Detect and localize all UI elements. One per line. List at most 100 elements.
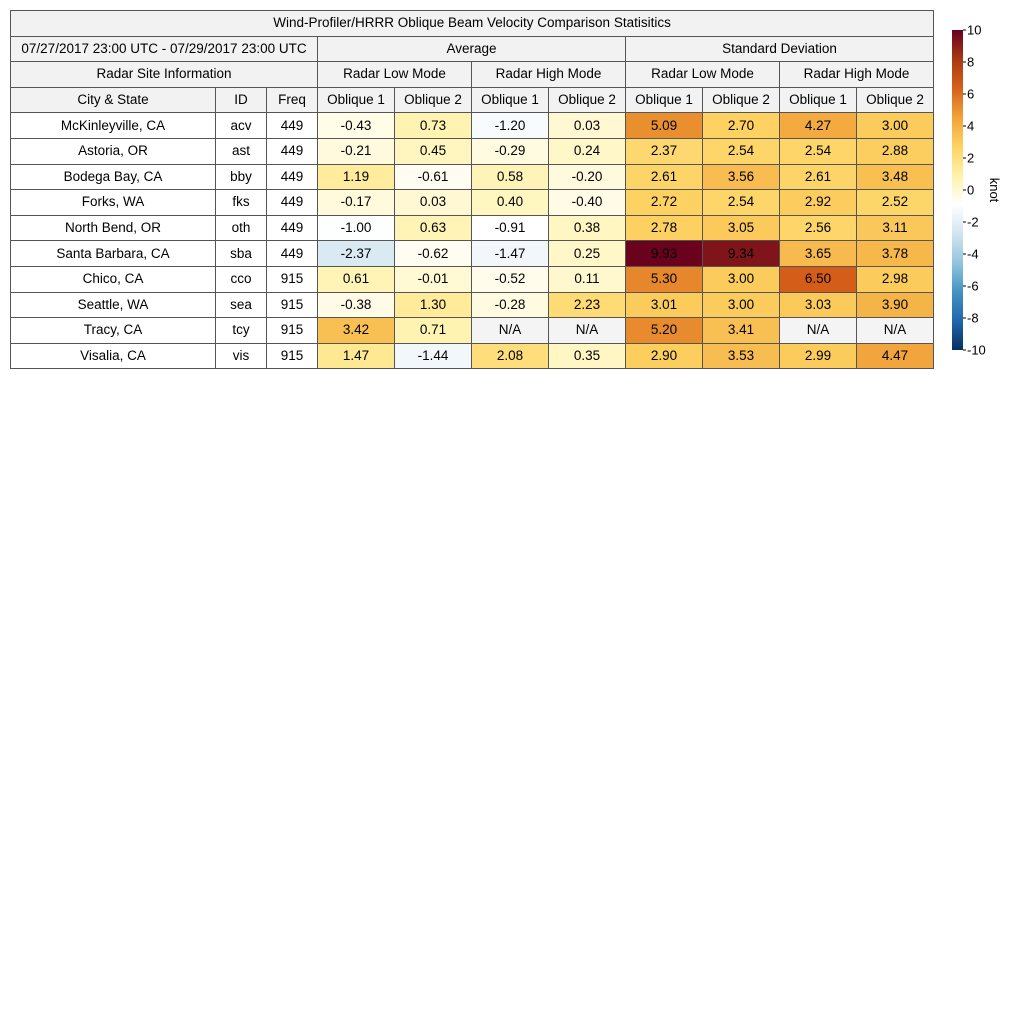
value-cell: 2.92 [779, 189, 857, 216]
value-cell: 3.03 [779, 291, 857, 319]
colorbar-tick-label: -2 [967, 215, 979, 230]
city-cell: Chico, CA [10, 265, 216, 293]
city-cell: Seattle, WA [10, 291, 216, 319]
city-cell: McKinleyville, CA [10, 112, 216, 139]
city-cell: Santa Barbara, CA [10, 240, 216, 267]
value-cell: -0.28 [471, 291, 549, 319]
table-row: Seattle, WA sea 915 -0.38 1.30 -0.28 2.23 3.01 3… [10, 291, 935, 319]
value-cell: -0.61 [394, 163, 472, 191]
freq-cell: 449 [266, 240, 318, 267]
value-cell: 0.58 [471, 163, 549, 191]
id-cell: acv [215, 112, 267, 139]
freq-cell: 449 [266, 112, 318, 139]
value-cell: 2.52 [855, 189, 935, 216]
value-cell: 3.78 [855, 240, 935, 267]
std-high-mode-header: Radar High Mode [778, 61, 935, 88]
oblique2-column-header: Oblique 2 [394, 86, 472, 114]
value-cell: 0.40 [471, 189, 549, 216]
value-cell: 0.61 [317, 265, 395, 293]
value-cell: 2.37 [625, 137, 703, 165]
colorbar: 10 8 6 4 2 0 -2 -4 -6 -8 -10 knot [952, 23, 1002, 358]
value-cell: 2.61 [779, 163, 857, 191]
value-cell: 2.08 [471, 342, 549, 370]
value-cell: 2.54 [779, 137, 857, 165]
std-dev-header: Standard Deviation [624, 35, 935, 63]
city-cell: Bodega Bay, CA [10, 163, 216, 191]
stats-table: Wind-Profiler/HRRR Oblique Beam Velocity… [9, 10, 935, 370]
value-cell: 1.30 [394, 291, 472, 319]
value-cell: 2.99 [779, 342, 857, 370]
oblique1-column-header: Oblique 1 [625, 86, 703, 114]
value-cell: 4.47 [855, 342, 935, 370]
value-cell: 2.88 [855, 137, 935, 165]
table-row: Visalia, CA vis 915 1.47 -1.44 2.08 0.35 2.90 3.… [10, 342, 935, 370]
value-cell: 2.70 [702, 112, 780, 139]
value-cell: -0.40 [548, 189, 626, 216]
avg-high-mode-header: Radar High Mode [471, 61, 626, 88]
value-cell: 0.11 [548, 265, 626, 293]
colorbar-tick-label: -6 [967, 279, 979, 294]
city-cell: North Bend, OR [10, 214, 216, 242]
id-cell: vis [215, 342, 267, 370]
id-cell: sba [215, 240, 267, 267]
table-row: Bodega Bay, CA bby 449 1.19 -0.61 0.58 -0.20 2.… [10, 163, 935, 191]
value-cell: 3.41 [702, 317, 780, 344]
oblique1-column-header: Oblique 1 [317, 86, 395, 114]
value-cell: N/A [471, 317, 549, 344]
date-range: 07/27/2017 23:00 UTC - 07/29/2017 23:00 … [10, 35, 318, 63]
freq-cell: 915 [266, 342, 318, 370]
value-cell: 2.78 [625, 214, 703, 242]
value-cell: 3.11 [855, 214, 935, 242]
value-cell: 5.30 [625, 265, 703, 293]
colorbar-ticks: 10 8 6 4 2 0 -2 -4 -6 -8 -10 [963, 23, 986, 358]
freq-cell: 915 [266, 317, 318, 344]
oblique2-column-header: Oblique 2 [548, 86, 626, 114]
id-cell: sea [215, 291, 267, 319]
colorbar-label: knot [987, 178, 1002, 203]
table-row: North Bend, OR oth 449 -1.00 0.63 -0.91 0.38 2.… [10, 214, 935, 242]
value-cell: 3.42 [317, 317, 395, 344]
value-cell: 0.35 [548, 342, 626, 370]
id-cell: ast [215, 137, 267, 165]
value-cell: -2.37 [317, 240, 395, 267]
table-title: Wind-Profiler/HRRR Oblique Beam Velocity… [9, 10, 935, 37]
value-cell: 3.00 [702, 291, 780, 319]
value-cell: -1.44 [394, 342, 472, 370]
value-cell: 1.47 [317, 342, 395, 370]
colorbar-tick-label: 4 [967, 119, 974, 134]
oblique2-column-header: Oblique 2 [855, 86, 935, 114]
value-cell: -0.62 [394, 240, 472, 267]
value-cell: 2.56 [779, 214, 857, 242]
value-cell: 3.65 [779, 240, 857, 267]
oblique1-column-header: Oblique 1 [471, 86, 549, 114]
avg-low-mode-header: Radar Low Mode [317, 61, 472, 88]
value-cell: 0.24 [548, 137, 626, 165]
value-cell: 3.05 [702, 214, 780, 242]
city-column-header: City & State [10, 86, 216, 114]
value-cell: -0.17 [317, 189, 395, 216]
city-cell: Tracy, CA [10, 317, 216, 344]
table-row: Forks, WA fks 449 -0.17 0.03 0.40 -0.40 2.72 2.5… [10, 189, 935, 216]
value-cell: 2.98 [855, 265, 935, 293]
colorbar-tick-label: -8 [967, 311, 979, 326]
value-cell: 2.72 [625, 189, 703, 216]
city-cell: Forks, WA [10, 189, 216, 216]
table-body: McKinleyville, CA acv 449 -0.43 0.73 -1.20 0.0… [10, 112, 935, 370]
value-cell: 9.93 [625, 240, 703, 267]
value-cell: 0.25 [548, 240, 626, 267]
value-cell: 3.00 [702, 265, 780, 293]
value-cell: 0.73 [394, 112, 472, 139]
std-low-mode-header: Radar Low Mode [625, 61, 780, 88]
id-cell: bby [215, 163, 267, 191]
value-cell: -0.91 [471, 214, 549, 242]
value-cell: 9.34 [702, 240, 780, 267]
value-cell: 1.19 [317, 163, 395, 191]
value-cell: -0.52 [471, 265, 549, 293]
value-cell: 0.71 [394, 317, 472, 344]
value-cell: 2.54 [702, 189, 780, 216]
colorbar-tick-label: -4 [967, 247, 979, 262]
value-cell: 3.53 [702, 342, 780, 370]
table-row: Astoria, OR ast 449 -0.21 0.45 -0.29 0.24 2.37 2… [10, 137, 935, 165]
freq-column-header: Freq [266, 86, 318, 114]
colorbar-tick-label: 2 [967, 151, 974, 166]
